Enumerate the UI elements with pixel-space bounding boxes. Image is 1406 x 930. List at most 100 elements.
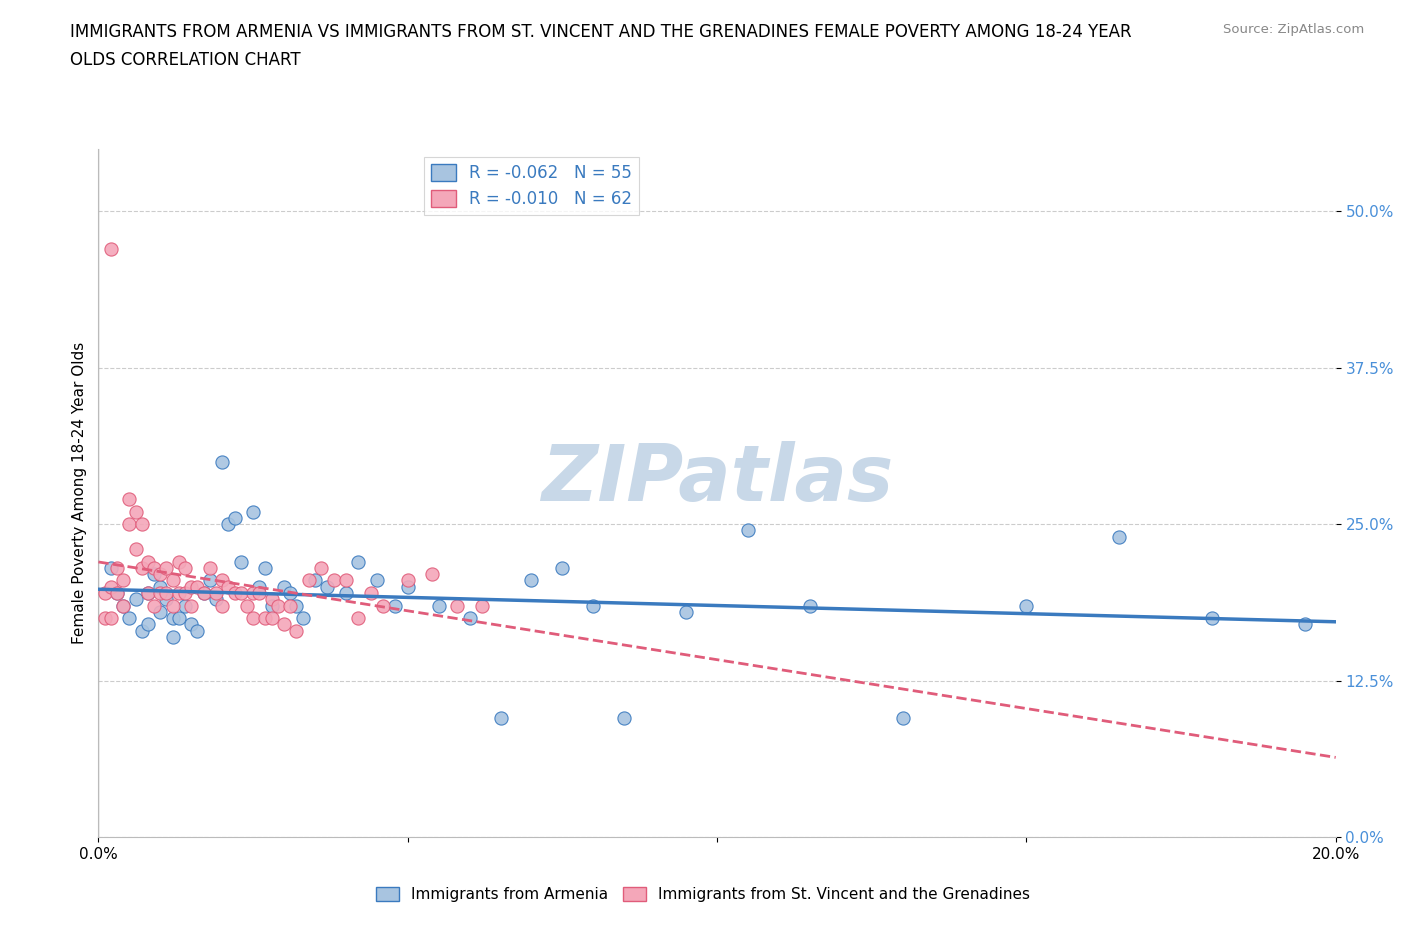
Y-axis label: Female Poverty Among 18-24 Year Olds: Female Poverty Among 18-24 Year Olds [72,342,87,644]
Point [247,586,270,601]
Point [100,242,122,257]
Point [205,591,228,606]
Point [131,561,153,576]
Point [162,611,184,626]
Point [229,554,252,569]
Point [112,598,135,613]
Point [105,561,128,576]
Point [105,586,128,601]
Point [143,566,166,581]
Point [229,586,252,601]
Point [737,523,759,538]
Point [198,561,221,576]
Point [489,711,512,725]
Point [247,579,270,594]
Point [93,586,115,601]
Point [1015,598,1038,613]
Point [118,611,141,626]
Point [193,586,215,601]
Point [422,566,444,581]
Point [198,573,221,588]
Point [371,598,394,613]
Point [149,586,172,601]
Point [260,598,283,613]
Point [149,604,172,619]
Point [136,554,159,569]
Point [211,573,233,588]
Point [520,573,543,588]
Point [124,504,146,519]
Point [155,561,177,576]
Point [174,586,197,601]
Point [347,611,370,626]
Point [217,579,239,594]
Point [186,623,208,638]
Point [316,579,339,594]
Point [180,579,202,594]
Point [105,586,128,601]
Point [273,617,295,631]
Point [471,598,494,613]
Point [613,711,636,725]
Point [211,598,233,613]
Point [458,611,481,626]
Point [112,598,135,613]
Point [291,611,314,626]
Point [93,611,115,626]
Point [309,561,332,576]
Point [285,623,308,638]
Point [242,586,264,601]
Point [224,586,246,601]
Point [174,598,197,613]
Point [675,604,697,619]
Point [260,591,283,606]
Point [143,598,166,613]
Point [1108,529,1130,544]
Text: ZIPatlas: ZIPatlas [541,441,893,517]
Point [224,511,246,525]
Point [167,554,190,569]
Point [100,561,122,576]
Point [285,598,308,613]
Text: Source: ZipAtlas.com: Source: ZipAtlas.com [1223,23,1364,36]
Point [205,586,228,601]
Point [278,586,301,601]
Point [136,586,159,601]
Point [267,598,290,613]
Point [180,617,202,631]
Point [167,611,190,626]
Text: IMMIGRANTS FROM ARMENIA VS IMMIGRANTS FROM ST. VINCENT AND THE GRENADINES FEMALE: IMMIGRANTS FROM ARMENIA VS IMMIGRANTS FR… [70,23,1132,41]
Point [193,586,215,601]
Point [322,573,344,588]
Point [1201,611,1223,626]
Point [180,598,202,613]
Point [100,611,122,626]
Point [446,598,468,613]
Point [118,517,141,532]
Point [131,517,153,532]
Point [211,454,233,469]
Point [124,542,146,557]
Point [174,561,197,576]
Point [112,573,135,588]
Point [124,591,146,606]
Point [799,598,821,613]
Point [155,586,177,601]
Point [131,623,153,638]
Point [582,598,605,613]
Point [278,598,301,613]
Point [335,573,357,588]
Point [242,611,264,626]
Point [260,611,283,626]
Point [298,573,321,588]
Point [891,711,914,725]
Point [273,579,295,594]
Point [384,598,406,613]
Point [149,566,172,581]
Legend: R = -0.062   N = 55, R = -0.010   N = 62: R = -0.062 N = 55, R = -0.010 N = 62 [425,157,638,215]
Point [136,586,159,601]
Point [335,586,357,601]
Point [162,598,184,613]
Point [347,554,370,569]
Point [136,617,159,631]
